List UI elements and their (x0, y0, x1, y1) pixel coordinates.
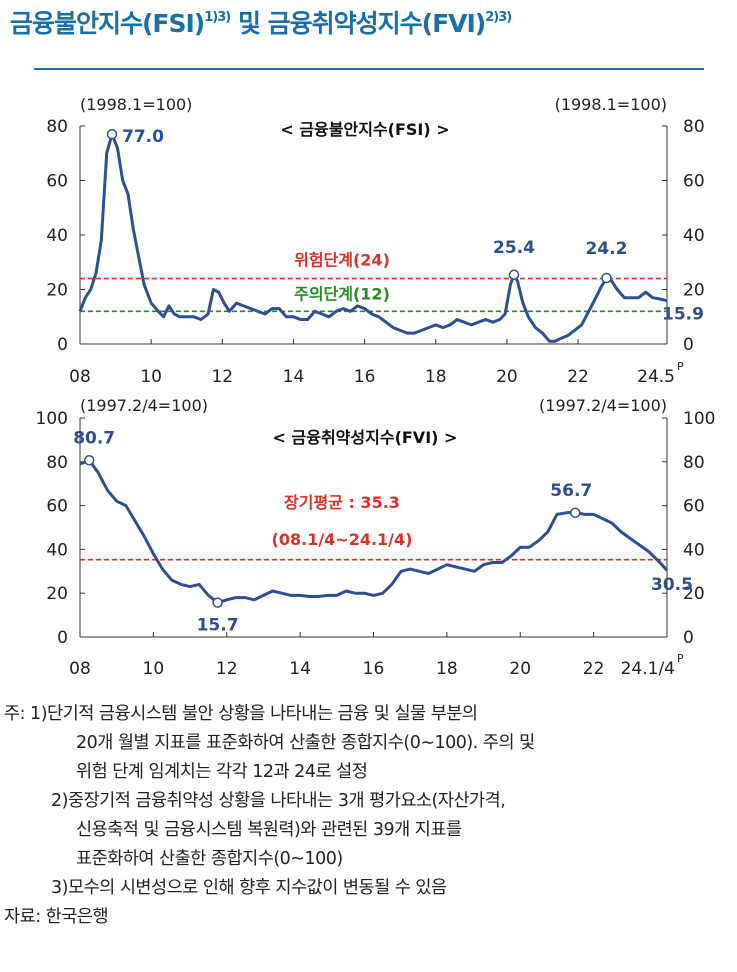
y-tick-label-right: 60 (683, 172, 705, 192)
x-tick-label: 24.5 (637, 367, 675, 387)
peak-marker (601, 272, 612, 284)
footnote-text: 단기적 금융시스템 불안 상황을 나타내는 금융 및 실물 부분의 (47, 704, 478, 724)
y-tick-label-right: 80 (683, 453, 705, 473)
x-tick-label: 12 (211, 367, 233, 387)
title-fsi-footnote: 1)3) (204, 10, 231, 25)
y-tick-label-left: 40 (46, 226, 68, 246)
y-tick-label-left: 20 (46, 281, 68, 301)
data-label: 80.7 (73, 428, 115, 448)
data-label: 77.0 (122, 127, 164, 147)
x-tick-label: 14 (283, 367, 305, 387)
x-tick-label: 12 (216, 659, 238, 679)
y-tick-label-right: 0 (683, 628, 694, 648)
long-run-average-period: (08.1/4~24.1/4) (272, 530, 413, 549)
peak-marker (212, 597, 223, 608)
series-line-fsi (78, 132, 668, 343)
data-label: 56.7 (550, 481, 592, 501)
x-tick-label: 10 (140, 367, 162, 387)
data-label: 30.5 (651, 575, 693, 595)
title-conjunction: 및 (230, 9, 268, 38)
footnotes: 주: 1) 단기적 금융시스템 불안 상황을 나타내는 금융 및 실물 부분의 2… (4, 700, 734, 932)
peak-marker (83, 455, 95, 466)
y-tick-label-right: 20 (683, 281, 705, 301)
peak-marker (508, 269, 520, 281)
preliminary-mark: P (677, 360, 684, 373)
base-label-left: (1997.2/4=100) (80, 396, 208, 415)
footnote-text: 표준화하여 산출한 종합지수(0~100) (76, 849, 343, 869)
base-label-right: (1997.2/4=100) (539, 396, 667, 415)
x-tick-label: 24.1/4 (621, 659, 675, 679)
x-tick-label: 14 (289, 659, 311, 679)
data-label: 15.7 (197, 616, 239, 636)
footnote-number: 주: 1) (4, 704, 48, 724)
data-label: 24.2 (586, 239, 628, 259)
y-tick-label-left: 20 (46, 584, 68, 604)
title-fvi: 금융취약성지수(FVI) (267, 9, 487, 38)
y-tick-label-right: 0 (683, 335, 694, 355)
y-tick-label-right: 20 (683, 584, 705, 604)
chart-title: < 금융불안지수(FSI) > (280, 120, 449, 139)
x-tick-label: 16 (363, 659, 385, 679)
chart-title: < 금융취약성지수(FVI) > (273, 428, 458, 447)
x-tick-label: 10 (143, 659, 165, 679)
long-run-average-label: 장기평균 : 35.3 (284, 493, 400, 512)
footnote-number: 2) (51, 791, 68, 811)
footnote-line: 20개 월별 지표를 표준화하여 산출한 종합지수(0∼100). 주의 및 (4, 729, 734, 758)
footnote-text: 중장기적 금융취약성 상황을 나타내는 3개 평가요소(자산가격, (67, 791, 506, 811)
x-tick-label: 20 (496, 367, 518, 387)
x-tick-label: 20 (509, 659, 531, 679)
threshold-label: 위험단계(24) (294, 251, 390, 270)
x-tick-label: 22 (567, 367, 589, 387)
footnote-line: 표준화하여 산출한 종합지수(0~100) (4, 845, 734, 874)
y-tick-label-right: 100 (683, 409, 715, 429)
x-tick-label: 16 (354, 367, 376, 387)
series-line-fvi (79, 458, 669, 605)
y-tick-label-left: 100 (36, 409, 68, 429)
y-tick-label-right: 60 (683, 497, 705, 517)
peak-marker (106, 128, 118, 140)
footnote-text: 20개 월별 지표를 표준화하여 산출한 종합지수(0∼100). 주의 및 (76, 733, 535, 753)
source-note: 자료: 한국은행 (4, 907, 109, 927)
y-tick-label-right: 40 (683, 226, 705, 246)
footnote-line: 신용축적 및 금융시스템 복원력)와 관련된 39개 지표를 (4, 816, 734, 845)
title-fvi-footnote: 2)3) (485, 10, 512, 25)
x-tick-label: 08 (69, 659, 91, 679)
x-tick-label: 18 (436, 659, 458, 679)
y-tick-label-right: 40 (683, 540, 705, 560)
footnote-text: 신용축적 및 금융시스템 복원력)와 관련된 39개 지표를 (76, 820, 462, 840)
peak-marker (570, 507, 581, 519)
preliminary-mark: P (677, 652, 684, 665)
data-label: 15.9 (662, 305, 704, 325)
x-tick-label: 22 (583, 659, 605, 679)
y-tick-label-left: 40 (46, 540, 68, 560)
x-tick-label: 18 (425, 367, 447, 387)
footnote-line: 3) 모수의 시변성으로 인해 향후 지수값이 변동될 수 있음 (4, 874, 734, 903)
y-tick-label-left: 80 (46, 117, 68, 137)
y-tick-label-left: 0 (57, 335, 68, 355)
data-label: 25.4 (493, 238, 535, 258)
title-fsi: 금융불안지수(FSI) (10, 9, 205, 38)
footnote-line: 위험 단계 임계치는 각각 12과 24로 설정 (4, 758, 734, 787)
title-divider (34, 68, 704, 70)
footnote-line: 주: 1) 단기적 금융시스템 불안 상황을 나타내는 금융 및 실물 부분의 (4, 700, 734, 729)
x-tick-label: 08 (69, 367, 91, 387)
y-tick-label-right: 80 (683, 117, 705, 137)
base-label-right: (1998.1=100) (555, 95, 667, 114)
y-tick-label-left: 60 (46, 497, 68, 517)
y-tick-label-left: 80 (46, 453, 68, 473)
footnote-text: 위험 단계 임계치는 각각 12과 24로 설정 (76, 762, 368, 782)
footnote-line: 2) 중장기적 금융취약성 상황을 나타내는 3개 평가요소(자산가격, (4, 787, 734, 816)
y-tick-label-left: 60 (46, 172, 68, 192)
footnote-number: 3) (51, 878, 68, 898)
y-tick-label-left: 0 (57, 628, 68, 648)
threshold-label: 주의단계(12) (294, 284, 390, 303)
footnote-text: 모수의 시변성으로 인해 향후 지수값이 변동될 수 있음 (67, 878, 447, 898)
page-title: 금융불안지수(FSI)1)3) 및 금융취약성지수(FVI)2)3) (10, 4, 512, 40)
base-label-left: (1998.1=100) (80, 95, 192, 114)
